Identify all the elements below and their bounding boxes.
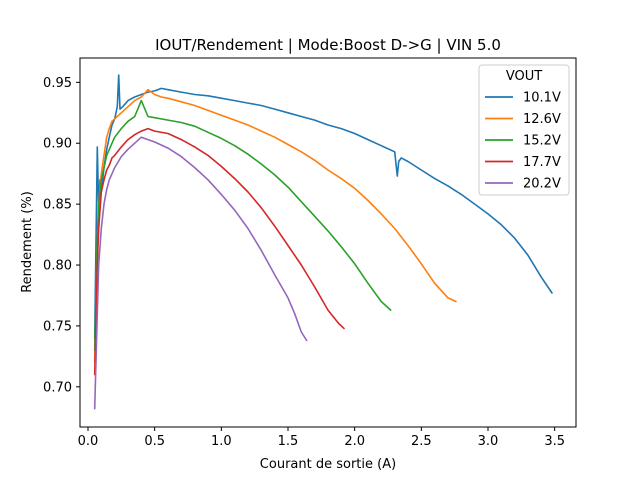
legend-label: 17.7V <box>523 155 561 170</box>
series-line-17.7V <box>93 127 345 376</box>
legend-label: 10.1V <box>523 91 561 106</box>
y-tick-label: 0.70 <box>43 380 72 395</box>
series-line-15.2V <box>93 99 392 352</box>
x-tick-label: 1.5 <box>278 434 299 449</box>
x-axis: 0.0 0.5 1.0 1.5 2.0 2.5 3.0 3.5 <box>78 427 565 449</box>
y-tick-label: 0.95 <box>43 76 72 91</box>
y-tick-label: 0.85 <box>43 198 72 213</box>
y-tick-label: 0.80 <box>43 259 72 274</box>
legend-title: VOUT <box>506 69 542 84</box>
y-tick-label: 0.75 <box>43 319 72 334</box>
x-tick-label: 3.5 <box>544 434 565 449</box>
x-tick-label: 2.0 <box>344 434 365 449</box>
chart-title: IOUT/Rendement | Mode:Boost D->G | VIN 5… <box>155 36 501 54</box>
plot-lines <box>93 74 553 410</box>
x-tick-label: 3.0 <box>478 434 499 449</box>
x-tick-label: 2.5 <box>411 434 432 449</box>
series-line-12.6V <box>93 88 457 364</box>
y-axis: 0.70 0.75 0.80 0.85 0.90 0.95 <box>43 76 80 395</box>
legend-box <box>478 64 570 196</box>
x-tick-label: 0.0 <box>78 434 99 449</box>
legend-label: 12.6V <box>523 112 561 127</box>
legend-label: 15.2V <box>523 134 561 149</box>
x-tick-label: 1.0 <box>211 434 232 449</box>
plot-frame <box>79 57 577 428</box>
x-tick-label: 0.5 <box>144 434 165 449</box>
legend: VOUT 10.1V 12.6V 15.2V 17.7V 20.2V <box>478 64 570 196</box>
legend-label: 20.2V <box>523 177 561 192</box>
x-axis-label: Courant de sortie (A) <box>260 457 396 472</box>
series-line-10.1V <box>93 74 553 339</box>
series-line-20.2V <box>93 136 308 410</box>
y-axis-label: Rendement (%) <box>20 191 35 293</box>
y-tick-label: 0.90 <box>43 137 72 152</box>
